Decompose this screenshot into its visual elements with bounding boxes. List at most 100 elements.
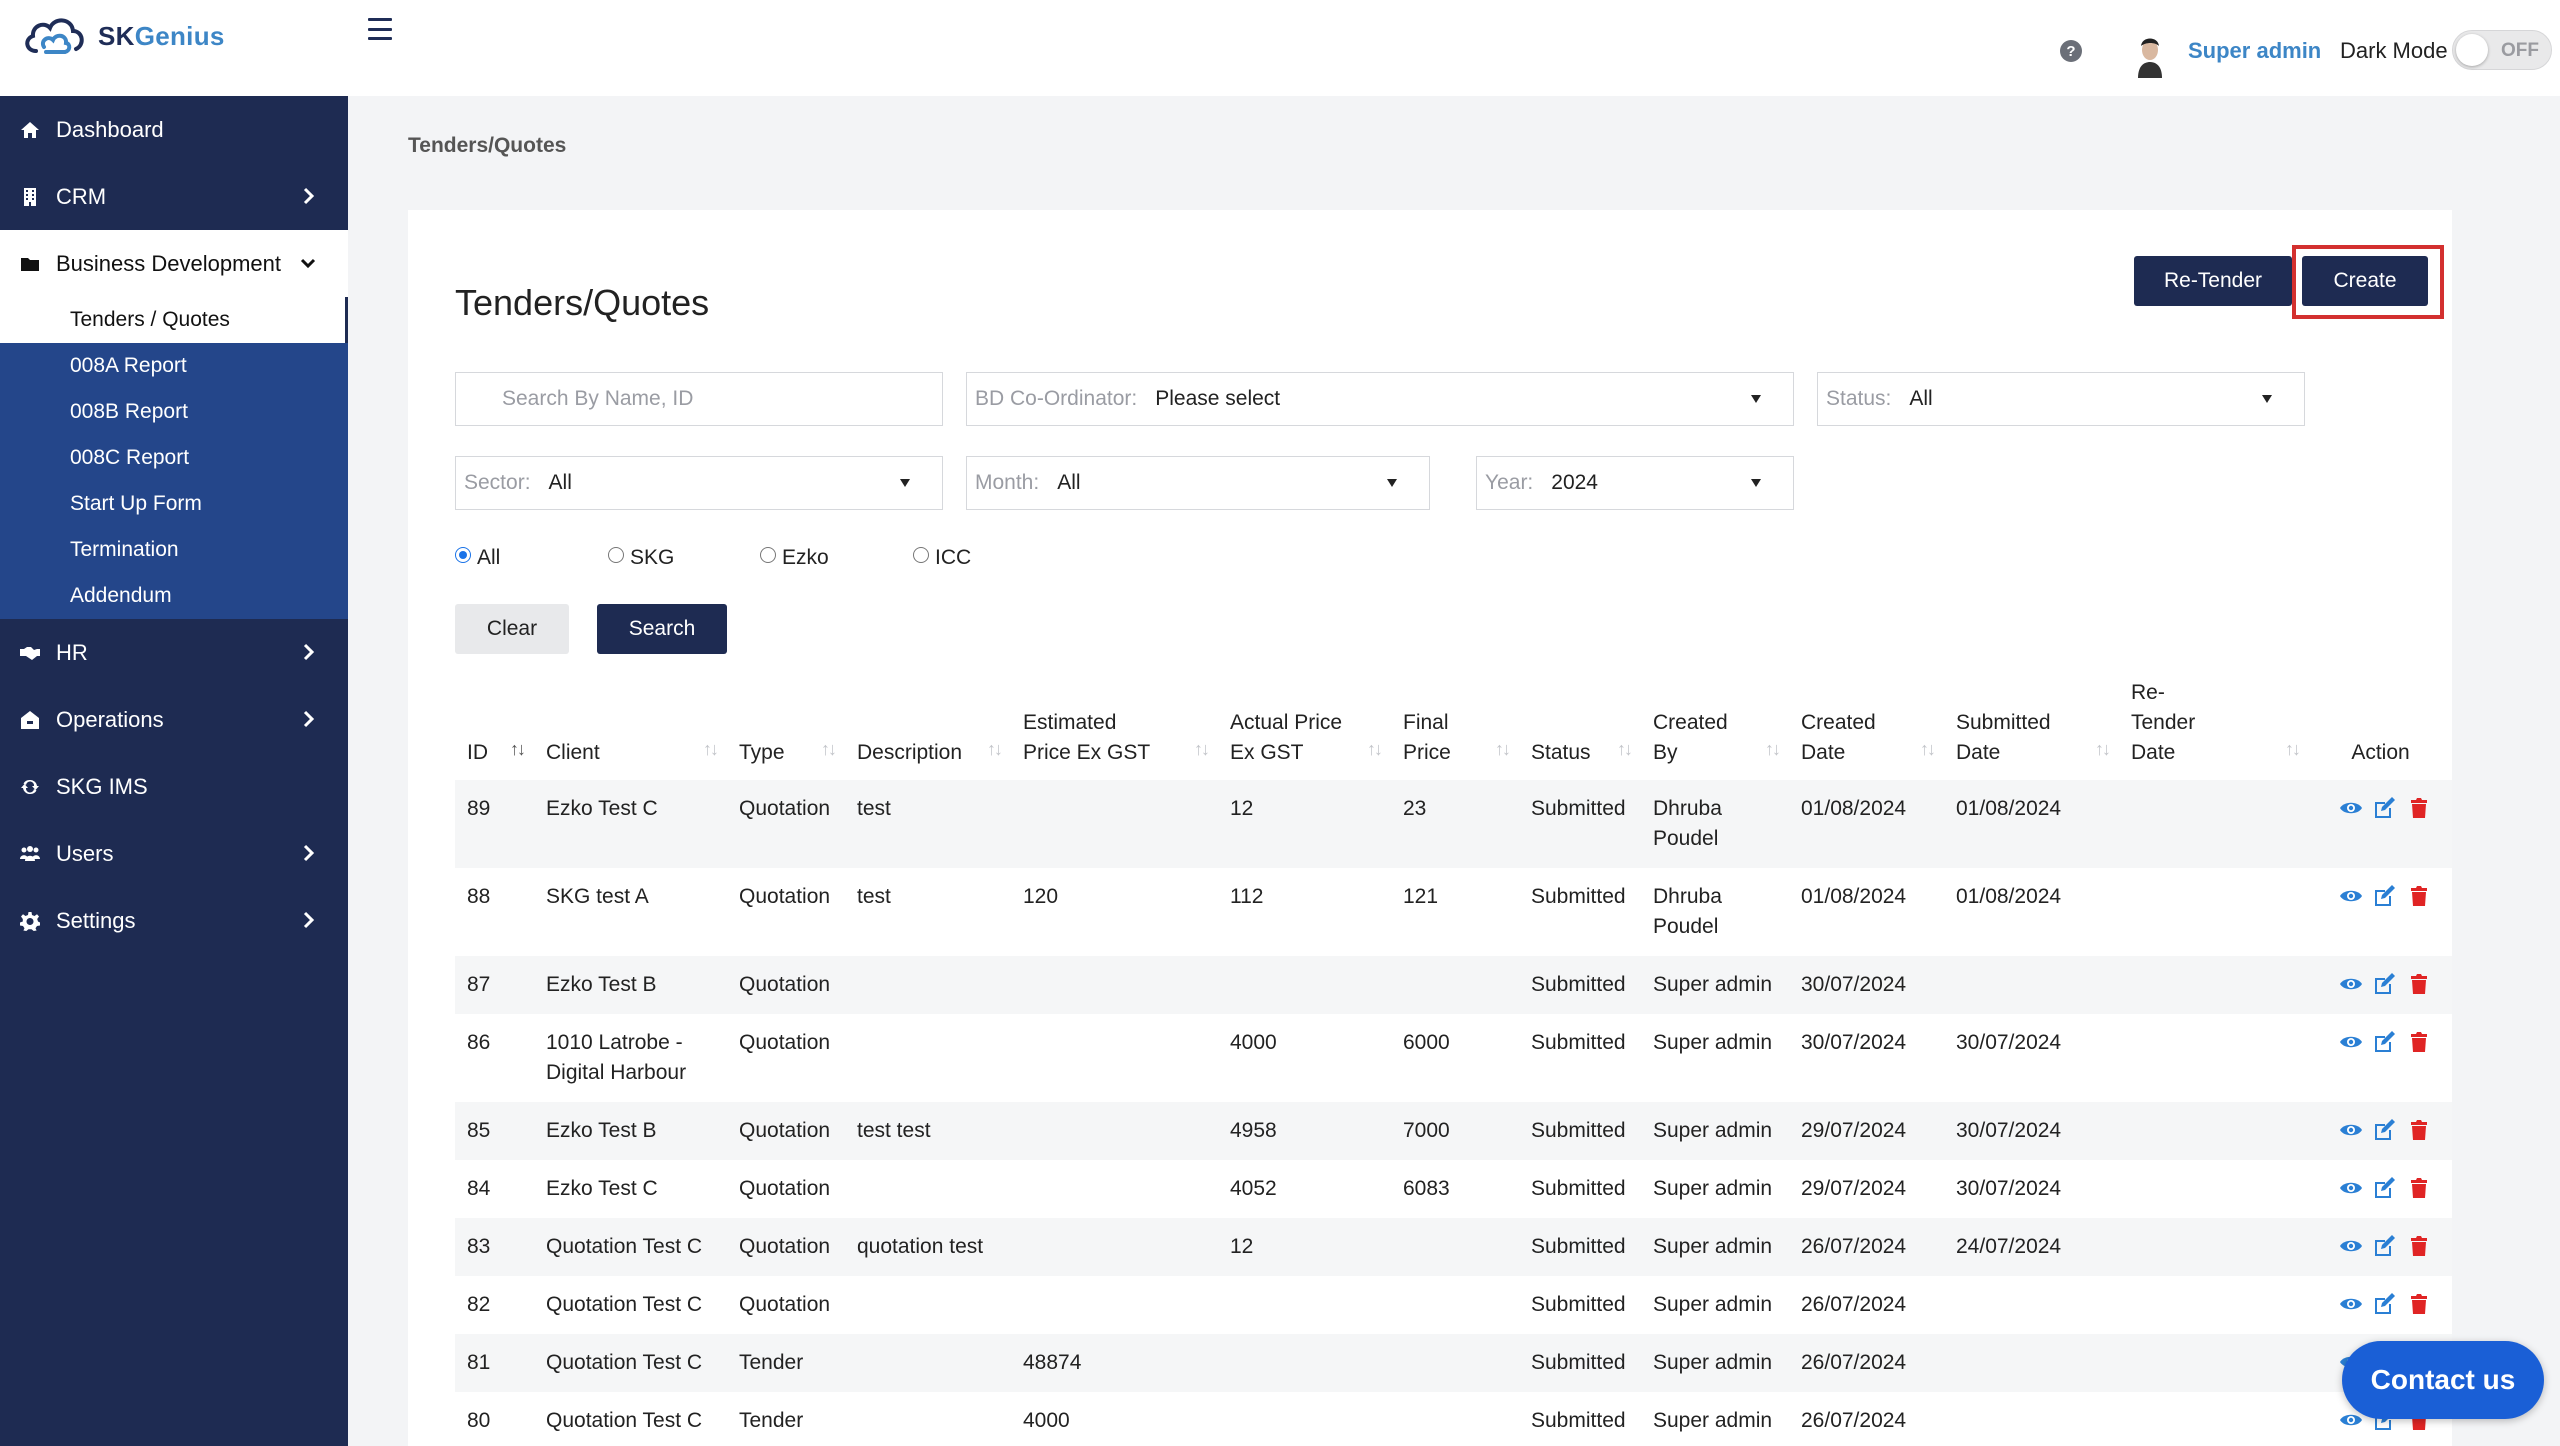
user-name-link[interactable]: Super admin	[2188, 38, 2322, 63]
cell-actual	[1218, 956, 1391, 1014]
sidebar-item-operations[interactable]: Operations	[0, 686, 348, 753]
view-eye-icon[interactable]	[2337, 882, 2365, 910]
app-logo[interactable]: SKGenius	[22, 8, 342, 64]
sort-icon[interactable]: ↑↓	[1495, 739, 1511, 759]
delete-trash-icon[interactable]	[2405, 1174, 2433, 1202]
hamburger-menu-icon[interactable]	[368, 18, 392, 40]
cell-submitted-date: 01/08/2024	[1956, 797, 2062, 820]
view-eye-icon[interactable]	[2337, 1406, 2365, 1434]
chevron-right-icon	[303, 844, 315, 862]
cell-status: Submitted	[1531, 885, 1626, 908]
gear-icon	[20, 911, 56, 931]
sidebar-subitem-start-up-form[interactable]: Start Up Form	[0, 481, 348, 527]
action-icons	[2321, 1290, 2440, 1318]
edit-icon[interactable]	[2371, 1174, 2399, 1202]
radio-icc[interactable]: ICC	[913, 546, 971, 570]
delete-trash-icon[interactable]	[2405, 882, 2433, 910]
sidebar-subitem-008b-report[interactable]: 008B Report	[0, 389, 348, 435]
sidebar-item-dashboard[interactable]: Dashboard	[0, 96, 348, 163]
sidebar-item-skg-ims[interactable]: SKG IMS	[0, 753, 348, 820]
sidebar-item-hr[interactable]: HR	[0, 619, 348, 686]
radio-ezko[interactable]: Ezko	[760, 546, 829, 570]
col-header-created-by[interactable]: Created By ↑↓	[1641, 670, 1789, 780]
sidebar-subitem-tenders-quotes[interactable]: Tenders / Quotes	[0, 297, 348, 343]
dark-mode-toggle[interactable]: OFF	[2452, 30, 2552, 70]
view-eye-icon[interactable]	[2337, 1174, 2365, 1202]
col-header-id[interactable]: ID ↑↓	[455, 670, 534, 780]
sort-icon[interactable]: ↑↓	[987, 739, 1003, 759]
view-eye-icon[interactable]	[2337, 1116, 2365, 1144]
avatar[interactable]	[2128, 30, 2172, 78]
view-eye-icon[interactable]	[2337, 1232, 2365, 1260]
sort-icon[interactable]: ↑↓	[1617, 739, 1633, 759]
delete-trash-icon[interactable]	[2405, 1290, 2433, 1318]
view-eye-icon[interactable]	[2337, 1290, 2365, 1318]
sort-icon[interactable]: ↑↓	[703, 739, 719, 759]
sort-icon[interactable]: ↑↓	[1920, 739, 1936, 759]
sector-select[interactable]: Sector: All	[455, 456, 943, 510]
edit-icon[interactable]	[2371, 1028, 2399, 1056]
re-tender-button[interactable]: Re-Tender	[2134, 256, 2292, 306]
cell-estimated	[1011, 1014, 1218, 1102]
sort-icon[interactable]: ↑↓	[1367, 739, 1383, 759]
radio-skg[interactable]: SKG	[608, 546, 674, 570]
view-eye-icon[interactable]	[2337, 1028, 2365, 1056]
col-header-final-price[interactable]: Final Price ↑↓	[1391, 670, 1519, 780]
help-icon[interactable]: ?	[2060, 40, 2082, 62]
contact-us-button[interactable]: Contact us	[2342, 1341, 2544, 1419]
edit-icon[interactable]	[2371, 1232, 2399, 1260]
month-select[interactable]: Month: All	[966, 456, 1430, 510]
clear-button[interactable]: Clear	[455, 604, 569, 654]
delete-trash-icon[interactable]	[2405, 1116, 2433, 1144]
sort-icon[interactable]: ↑↓	[821, 739, 837, 759]
radio-all[interactable]: All	[455, 546, 500, 570]
edit-icon[interactable]	[2371, 1290, 2399, 1318]
delete-trash-icon[interactable]	[2405, 1028, 2433, 1056]
table-row: 88 SKG test A Quotation test 120 112 121 Submit…	[455, 868, 2452, 956]
edit-icon[interactable]	[2371, 794, 2399, 822]
edit-icon[interactable]	[2371, 882, 2399, 910]
sidebar-item-crm[interactable]: CRM	[0, 163, 348, 230]
sort-icon[interactable]: ↑↓	[2285, 739, 2301, 759]
col-header-actual-price[interactable]: Actual Price Ex GST ↑↓	[1218, 670, 1391, 780]
col-header-description[interactable]: Description ↑↓	[845, 670, 1011, 780]
col-header-created-date[interactable]: Created Date ↑↓	[1789, 670, 1944, 780]
create-button[interactable]: Create	[2302, 256, 2428, 306]
sidebar-subitem-termination[interactable]: Termination	[0, 527, 348, 573]
status-select[interactable]: Status: All	[1817, 372, 2305, 426]
search-input[interactable]: Search By Name, ID	[455, 372, 943, 426]
sort-icon[interactable]: ↑↓	[510, 739, 526, 759]
cell-type: Quotation	[739, 1293, 831, 1316]
col-header-submitted-date[interactable]: Submitted Date ↑↓	[1944, 670, 2119, 780]
sidebar-item-settings[interactable]: Settings	[0, 887, 348, 954]
edit-icon[interactable]	[2371, 970, 2399, 998]
year-select[interactable]: Year: 2024	[1476, 456, 1794, 510]
col-header-status[interactable]: Status ↑↓	[1519, 670, 1641, 780]
cell-created-date: 29/07/2024	[1801, 1119, 1907, 1142]
col-header-client[interactable]: Client ↑↓	[534, 670, 727, 780]
cell-action	[2309, 1102, 2452, 1160]
radio-label: ICC	[935, 546, 972, 569]
sort-icon[interactable]: ↑↓	[1765, 739, 1781, 759]
col-header-estimated-price[interactable]: Estimated Price Ex GST ↑↓	[1011, 670, 1218, 780]
edit-icon[interactable]	[2371, 1116, 2399, 1144]
delete-trash-icon[interactable]	[2405, 794, 2433, 822]
search-button[interactable]: Search	[597, 604, 727, 654]
cell-actual	[1218, 1276, 1391, 1334]
sidebar-item-users[interactable]: Users	[0, 820, 348, 887]
sort-icon[interactable]: ↑↓	[1194, 739, 1210, 759]
sort-icon[interactable]: ↑↓	[2095, 739, 2111, 759]
view-eye-icon[interactable]	[2337, 794, 2365, 822]
delete-trash-icon[interactable]	[2405, 1232, 2433, 1260]
cell-estimated	[1011, 956, 1218, 1014]
sidebar-subitem-008a-report[interactable]: 008A Report	[0, 343, 348, 389]
sidebar-item-business-development[interactable]: Business Development	[0, 230, 348, 297]
bd-coordinator-select[interactable]: BD Co-Ordinator: Please select	[966, 372, 1794, 426]
delete-trash-icon[interactable]	[2405, 970, 2433, 998]
cell-action	[2309, 1218, 2452, 1276]
sidebar-subitem-008c-report[interactable]: 008C Report	[0, 435, 348, 481]
col-header-type[interactable]: Type ↑↓	[727, 670, 845, 780]
col-header-retender-date[interactable]: Re- Tender Date ↑↓	[2119, 670, 2309, 780]
view-eye-icon[interactable]	[2337, 970, 2365, 998]
sidebar-subitem-addendum[interactable]: Addendum	[0, 573, 348, 619]
